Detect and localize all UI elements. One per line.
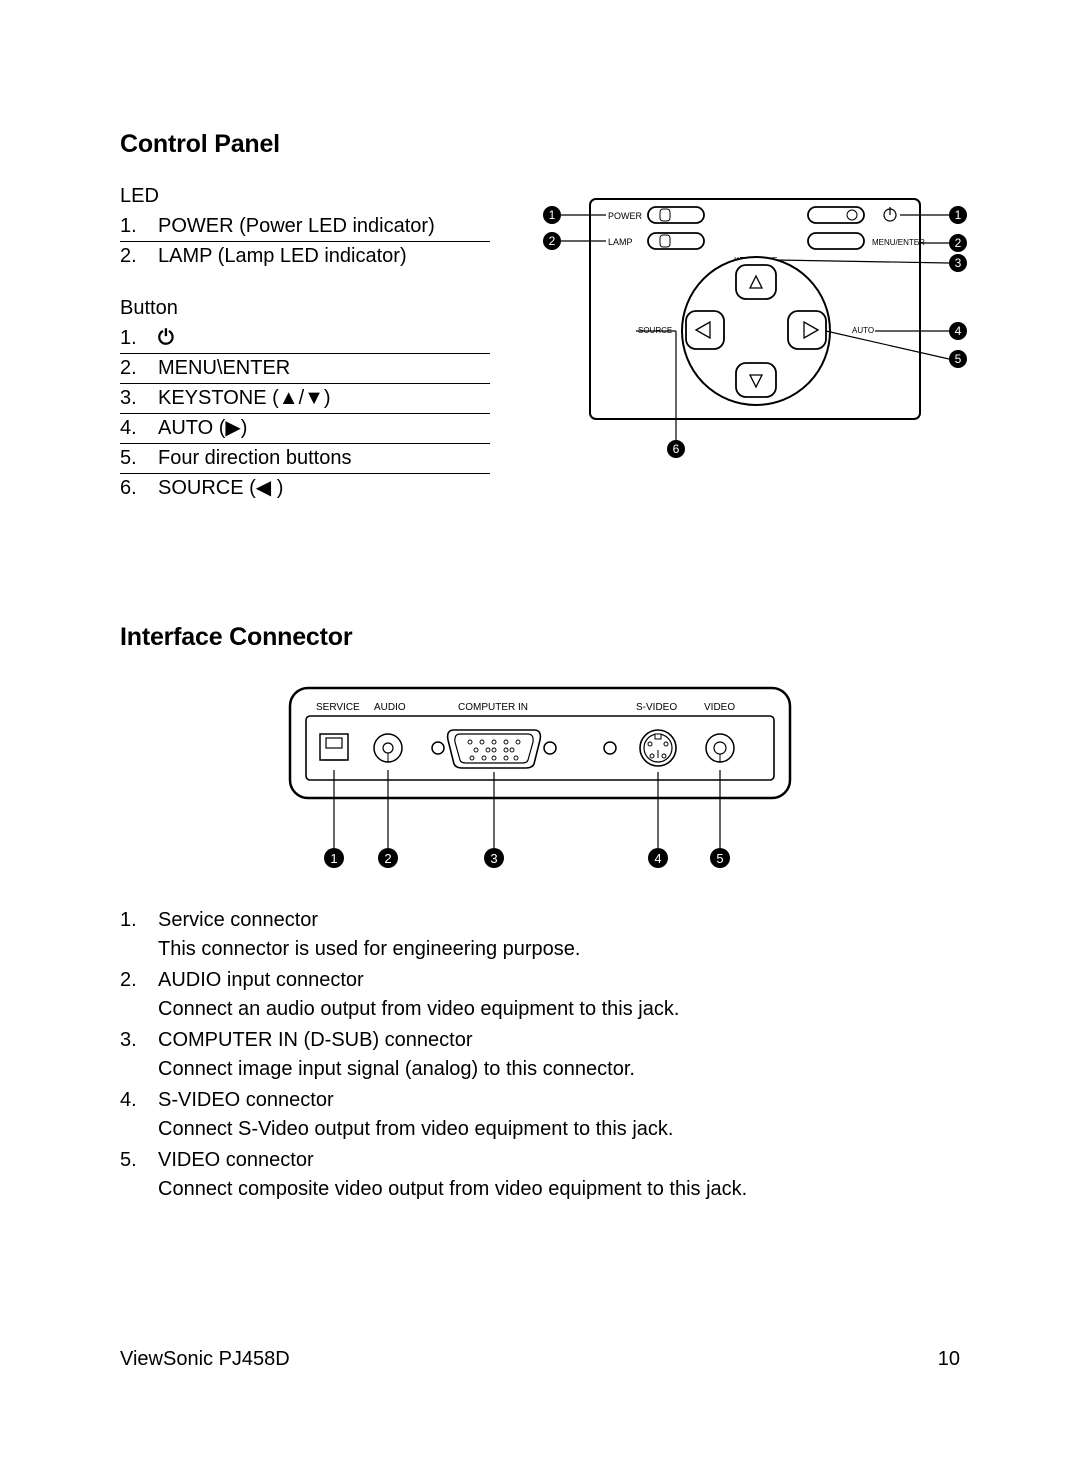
label-lamp: LAMP [608,237,633,247]
connector-title: COMPUTER IN (D-SUB) connector [158,1029,473,1051]
led-item-2: LAMP (Lamp LED indicator) [120,242,490,271]
button-heading: Button [120,297,490,320]
svg-text:2: 2 [955,236,962,250]
connector-item-2: AUDIO input connector Connect an audio o… [120,966,960,1024]
button-item-4: AUTO (▶) [120,414,490,444]
led-list: POWER (Power LED indicator) LAMP (Lamp L… [120,212,490,271]
label-audio: AUDIO [374,702,406,713]
connector-item-4: S-VIDEO connector Connect S-Video output… [120,1086,960,1144]
svg-text:4: 4 [654,851,661,866]
svg-text:5: 5 [955,352,962,366]
svg-text:3: 3 [490,851,497,866]
label-service: SERVICE [316,702,360,713]
label-menu-enter: MENU/ENTER [872,238,925,247]
section-title-interface-connector: Interface Connector [120,623,960,652]
control-panel-row: LED POWER (Power LED indicator) LAMP (La… [120,185,960,503]
svg-text:4: 4 [955,324,962,338]
label-svideo: S-VIDEO [636,702,677,713]
svg-text:3: 3 [955,256,962,270]
connector-desc: Connect image input signal (analog) to t… [158,1058,635,1080]
button-item-1: ⏻ [120,324,490,354]
led-heading: LED [120,185,490,208]
svg-text:1: 1 [955,208,962,222]
svg-text:5: 5 [716,851,723,866]
connector-item-5: VIDEO connector Connect composite video … [120,1146,960,1204]
callout-right-2: 2 [918,234,967,252]
interface-connector-diagram: SERVICE AUDIO COMPUTER IN S-VIDEO VIDEO … [260,678,820,878]
control-panel-diagram: POWER LAMP MENU/ENTER KEYSTONE [530,181,980,471]
power-icon: ⏻ [158,327,174,349]
connector-desc: This connector is used for engineering p… [158,938,580,960]
section-title-control-panel: Control Panel [120,130,960,159]
label-computer: COMPUTER IN [458,702,528,713]
svg-text:1: 1 [549,208,556,222]
footer-page-number: 10 [938,1348,960,1371]
connector-title: Service connector [158,909,318,931]
svg-text:2: 2 [549,234,556,248]
button-item-6: SOURCE (◀ ) [120,474,490,503]
led-item-1: POWER (Power LED indicator) [120,212,490,242]
connector-item-1: Service connector This connector is used… [120,906,960,964]
connector-title: S-VIDEO connector [158,1089,334,1111]
connector-desc: Connect S-Video output from video equipm… [158,1118,673,1140]
control-panel-text-column: LED POWER (Power LED indicator) LAMP (La… [120,185,490,503]
button-item-5: Four direction buttons [120,444,490,474]
connector-desc: Connect composite video output from vide… [158,1178,747,1200]
connector-item-3: COMPUTER IN (D-SUB) connector Connect im… [120,1026,960,1084]
label-power: POWER [608,211,643,221]
label-video: VIDEO [704,702,735,713]
connector-title: AUDIO input connector [158,969,364,991]
button-item-3: KEYSTONE (▲/▼) [120,384,490,414]
connector-title: VIDEO connector [158,1149,314,1171]
svg-text:6: 6 [673,442,680,456]
page-footer: ViewSonic PJ458D 10 [120,1348,960,1371]
control-panel-diagram-column: POWER LAMP MENU/ENTER KEYSTONE [490,185,960,503]
label-auto: AUTO [852,326,874,335]
connector-description-list: Service connector This connector is used… [120,906,960,1204]
connector-desc: Connect an audio output from video equip… [158,998,679,1020]
button-item-2: MENU\ENTER [120,354,490,384]
svg-text:2: 2 [384,851,391,866]
footer-product: ViewSonic PJ458D [120,1348,290,1371]
button-list: ⏻ MENU\ENTER KEYSTONE (▲/▼) AUTO (▶) Fou… [120,324,490,503]
svg-text:1: 1 [330,851,337,866]
